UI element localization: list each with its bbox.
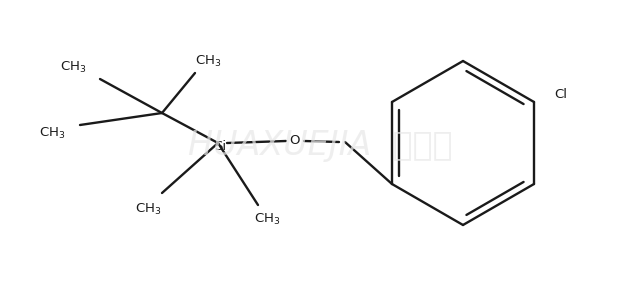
- Text: Si: Si: [214, 139, 226, 152]
- Text: CH$_3$: CH$_3$: [254, 211, 280, 227]
- Text: Cl: Cl: [554, 88, 567, 101]
- Text: CH$_3$: CH$_3$: [195, 53, 221, 69]
- Text: O: O: [290, 135, 300, 148]
- Text: CH$_3$: CH$_3$: [39, 125, 65, 141]
- Text: HUAXUEJIA  化学加: HUAXUEJIA 化学加: [188, 128, 452, 162]
- Text: CH$_3$: CH$_3$: [60, 59, 86, 74]
- Text: CH$_3$: CH$_3$: [135, 201, 161, 217]
